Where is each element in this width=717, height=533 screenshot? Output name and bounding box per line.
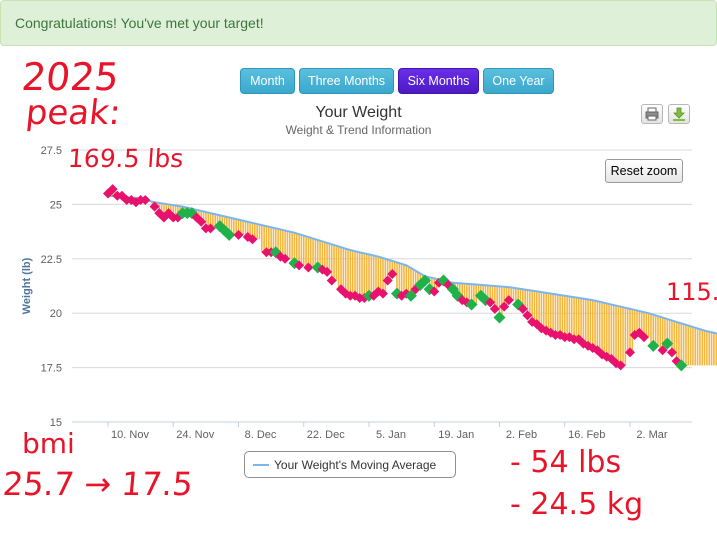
weight-point-above-trend (522, 310, 533, 321)
y-tick-label: 20 (50, 308, 62, 320)
y-tick-label: 17.5 (41, 363, 62, 375)
lost-lbs-annotation: - 54 lbs (510, 445, 622, 480)
weight-point-above-trend (107, 184, 118, 195)
range-month-button[interactable]: Month (240, 68, 295, 94)
download-chart-button[interactable] (668, 104, 690, 124)
weight-point-above-trend (517, 303, 528, 314)
weight-point-above-trend (322, 266, 333, 277)
axis-ticks: 15 17.5 20 22.5 25 27.5 10. Nov 24. Nov 8. Dec 22… (41, 145, 668, 441)
x-tick-label: 19. Jan (438, 429, 474, 441)
weight-point-below-trend (661, 337, 674, 350)
y-tick-label: 27.5 (41, 145, 62, 157)
weight-point-above-trend (499, 301, 510, 312)
weight-point-above-trend (149, 201, 160, 212)
range-one-year-button[interactable]: One Year (483, 68, 554, 94)
weight-point-above-trend (326, 275, 337, 286)
success-alert: Congratulations! You've met your target! (0, 0, 717, 46)
x-tick-label: 2. Feb (506, 429, 537, 441)
y-axis-title: Weight (lb) (21, 257, 33, 315)
lost-kg-annotation: - 24.5 kg (510, 487, 644, 522)
download-icon (673, 107, 685, 121)
peak-label-annotation: peak: (23, 93, 123, 133)
range-six-months-button[interactable]: Six Months (398, 68, 479, 94)
weight-point-above-trend (489, 303, 500, 314)
chart-grid (72, 149, 692, 423)
x-tick-label: 8. Dec (245, 429, 277, 441)
weight-point-below-trend (465, 298, 478, 311)
weight-point-above-trend (638, 332, 649, 343)
x-tick-label: 22. Dec (307, 429, 345, 441)
x-tick-label: 16. Feb (568, 429, 605, 441)
weight-point-below-trend (647, 339, 660, 352)
y-tick-label: 15 (50, 417, 62, 429)
weight-point-above-trend (294, 260, 305, 271)
weight-point-above-trend (233, 229, 244, 240)
x-tick-label: 2. Mar (636, 429, 668, 441)
reset-zoom-button[interactable]: Reset zoom (605, 159, 683, 183)
range-three-months-button[interactable]: Three Months (299, 68, 394, 94)
weight-point-above-trend (615, 360, 626, 371)
weight-point-below-trend (493, 311, 506, 324)
weight-point-above-trend (303, 262, 314, 273)
weight-point-below-trend (418, 274, 431, 287)
weight-point-above-trend (140, 195, 151, 206)
weight-point-above-trend (205, 223, 216, 234)
weight-point-below-trend (675, 359, 688, 372)
trend-line-layer (107, 194, 717, 335)
weight-point-above-trend (625, 347, 635, 358)
legend-line-swatch (253, 464, 269, 466)
weight-point-above-trend (503, 295, 514, 306)
weight-point-above-trend (377, 288, 388, 299)
x-tick-label: 5. Jan (376, 429, 406, 441)
weight-points-layer (103, 184, 688, 372)
weight-point-above-trend (387, 269, 398, 280)
chart-title: Your Weight (315, 104, 402, 121)
legend-label: Your Weight's Moving Average (274, 458, 437, 472)
weight-point-above-trend (485, 297, 496, 308)
chart-legend[interactable]: Your Weight's Moving Average (244, 451, 456, 478)
range-selector: Month Three Months Six Months One Year (240, 68, 554, 94)
trend-gap-fill (107, 189, 717, 366)
weight-point-below-trend (404, 289, 417, 302)
current-value-annotation: 115.5 (666, 278, 717, 306)
peak-value-annotation: 169.5 lbs (66, 144, 185, 173)
chart-subtitle: Weight & Trend Information (285, 123, 432, 137)
peak-year-annotation: 2025 (19, 55, 122, 99)
bmi-label-annotation: bmi (22, 427, 75, 460)
bmi-change-annotation: 25.7 → 17.5 (1, 465, 195, 503)
moving-average-line (107, 194, 717, 335)
weight-point-above-trend (280, 253, 291, 264)
weight-point-above-trend (666, 347, 677, 358)
y-tick-label: 25 (50, 199, 62, 211)
print-chart-button[interactable] (641, 104, 663, 124)
weight-point-above-trend (382, 275, 393, 286)
weight-point-above-trend (657, 345, 668, 356)
y-tick-label: 22.5 (41, 254, 62, 266)
weight-point-above-trend (247, 234, 258, 245)
weight-point-above-trend (196, 216, 207, 227)
x-tick-label: 24. Nov (176, 429, 214, 441)
weight-point-above-trend (429, 286, 440, 297)
x-tick-label: 10. Nov (111, 429, 149, 441)
weight-point-below-trend (223, 228, 236, 241)
printer-icon (645, 107, 659, 121)
